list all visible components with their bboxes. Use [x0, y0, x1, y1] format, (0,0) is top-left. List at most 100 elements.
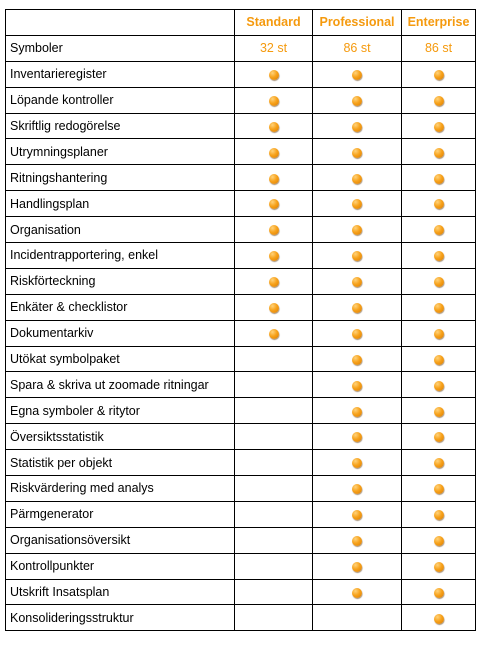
- feature-cell-standard: [234, 138, 313, 166]
- feature-cell-enterprise: [401, 500, 476, 528]
- feature-row: Egna symboler & ritytor: [5, 397, 476, 425]
- feature-row: Organisationsöversikt: [5, 526, 476, 554]
- symbols-count-standard: 32 st: [234, 34, 313, 62]
- plan-header-standard: Standard: [234, 9, 313, 36]
- feature-row: Utökat symbolpaket: [5, 345, 476, 373]
- orange-dot-icon: [433, 432, 444, 443]
- feature-cell-professional: [312, 526, 402, 554]
- feature-row: Enkäter & checklistor: [5, 293, 476, 321]
- orange-dot-icon: [433, 69, 444, 80]
- feature-row: Utskrift Insatsplan: [5, 578, 476, 606]
- feature-cell-professional: [312, 319, 402, 347]
- feature-cell-professional: [312, 242, 402, 269]
- feature-cell-standard: [234, 112, 313, 140]
- feature-cell-standard: [234, 449, 313, 477]
- feature-cell-enterprise: [401, 371, 476, 399]
- feature-cell-enterprise: [401, 604, 476, 632]
- orange-dot-icon: [433, 95, 444, 106]
- orange-dot-icon: [352, 328, 362, 339]
- feature-cell-standard: [234, 604, 313, 632]
- orange-dot-icon: [268, 251, 279, 262]
- feature-cell-standard: [234, 190, 313, 218]
- feature-cell-standard: [234, 267, 313, 295]
- orange-dot-icon: [352, 406, 362, 417]
- orange-dot-icon: [268, 199, 279, 210]
- feature-label: Utskrift Insatsplan: [5, 578, 235, 606]
- feature-cell-standard: [234, 216, 313, 244]
- feature-row: Konsolideringsstruktur: [5, 604, 476, 632]
- feature-comparison-table: Standard Professional Enterprise Symbole…: [5, 9, 476, 632]
- orange-dot-icon: [433, 354, 444, 365]
- orange-dot-icon: [268, 147, 279, 158]
- orange-dot-icon: [433, 147, 444, 158]
- feature-row: Ritningshantering: [5, 164, 476, 192]
- feature-label: Organisation: [5, 216, 235, 244]
- feature-label: Egna symboler & ritytor: [5, 397, 235, 425]
- orange-dot-icon: [433, 173, 444, 184]
- feature-cell-enterprise: [401, 112, 476, 140]
- feature-cell-professional: [312, 86, 402, 114]
- feature-label: Riskförteckning: [5, 267, 235, 295]
- feature-cell-enterprise: [401, 216, 476, 244]
- feature-cell-enterprise: [401, 552, 476, 580]
- feature-label: Dokumentarkiv: [5, 319, 235, 347]
- orange-dot-icon: [352, 199, 362, 210]
- feature-cell-professional: [312, 216, 402, 244]
- feature-row: Pärmgenerator: [5, 500, 476, 528]
- feature-label: Skriftlig redogörelse: [5, 112, 235, 140]
- feature-cell-standard: [234, 86, 313, 114]
- orange-dot-icon: [352, 277, 362, 288]
- feature-cell-standard: [234, 397, 313, 425]
- feature-cell-enterprise: [401, 475, 476, 502]
- orange-dot-icon: [352, 95, 362, 106]
- orange-dot-icon: [433, 277, 444, 288]
- orange-dot-icon: [352, 121, 362, 132]
- plan-header-professional: Professional: [312, 9, 402, 36]
- feature-cell-professional: [312, 604, 402, 632]
- feature-cell-professional: [312, 371, 402, 399]
- feature-cell-professional: [312, 449, 402, 477]
- feature-cell-enterprise: [401, 190, 476, 218]
- orange-dot-icon: [352, 561, 362, 572]
- orange-dot-icon: [268, 303, 279, 313]
- feature-cell-professional: [312, 267, 402, 295]
- feature-cell-professional: [312, 112, 402, 140]
- feature-cell-standard: [234, 475, 313, 502]
- feature-row: Kontrollpunkter: [5, 552, 476, 580]
- feature-cell-professional: [312, 397, 402, 425]
- feature-label: Handlingsplan: [5, 190, 235, 218]
- feature-cell-enterprise: [401, 138, 476, 166]
- orange-dot-icon: [268, 121, 279, 132]
- feature-label: Löpande kontroller: [5, 86, 235, 114]
- orange-dot-icon: [268, 328, 279, 339]
- feature-row: Översiktsstatistik: [5, 423, 476, 451]
- orange-dot-icon: [352, 225, 362, 236]
- orange-dot-icon: [268, 95, 279, 106]
- symbols-row: Symboler 32 st 86 st 86 st: [5, 34, 476, 62]
- feature-label: Kontrollpunkter: [5, 552, 235, 580]
- feature-label: Pärmgenerator: [5, 500, 235, 528]
- orange-dot-icon: [433, 613, 444, 624]
- feature-cell-enterprise: [401, 242, 476, 269]
- orange-dot-icon: [433, 484, 444, 495]
- orange-dot-icon: [352, 536, 362, 547]
- orange-dot-icon: [352, 173, 362, 184]
- symbols-count-professional: 86 st: [312, 34, 402, 62]
- feature-cell-enterprise: [401, 164, 476, 192]
- orange-dot-icon: [433, 561, 444, 572]
- feature-cell-professional: [312, 578, 402, 606]
- feature-row: Riskförteckning: [5, 267, 476, 295]
- feature-cell-professional: [312, 293, 402, 321]
- orange-dot-icon: [433, 225, 444, 236]
- orange-dot-icon: [433, 251, 444, 262]
- orange-dot-icon: [268, 69, 279, 80]
- feature-cell-professional: [312, 60, 402, 88]
- feature-cell-enterprise: [401, 526, 476, 554]
- feature-label: Konsolideringsstruktur: [5, 604, 235, 632]
- feature-cell-standard: [234, 371, 313, 399]
- feature-label: Inventarieregister: [5, 60, 235, 88]
- feature-cell-standard: [234, 500, 313, 528]
- orange-dot-icon: [433, 303, 444, 313]
- feature-cell-standard: [234, 578, 313, 606]
- feature-cell-professional: [312, 190, 402, 218]
